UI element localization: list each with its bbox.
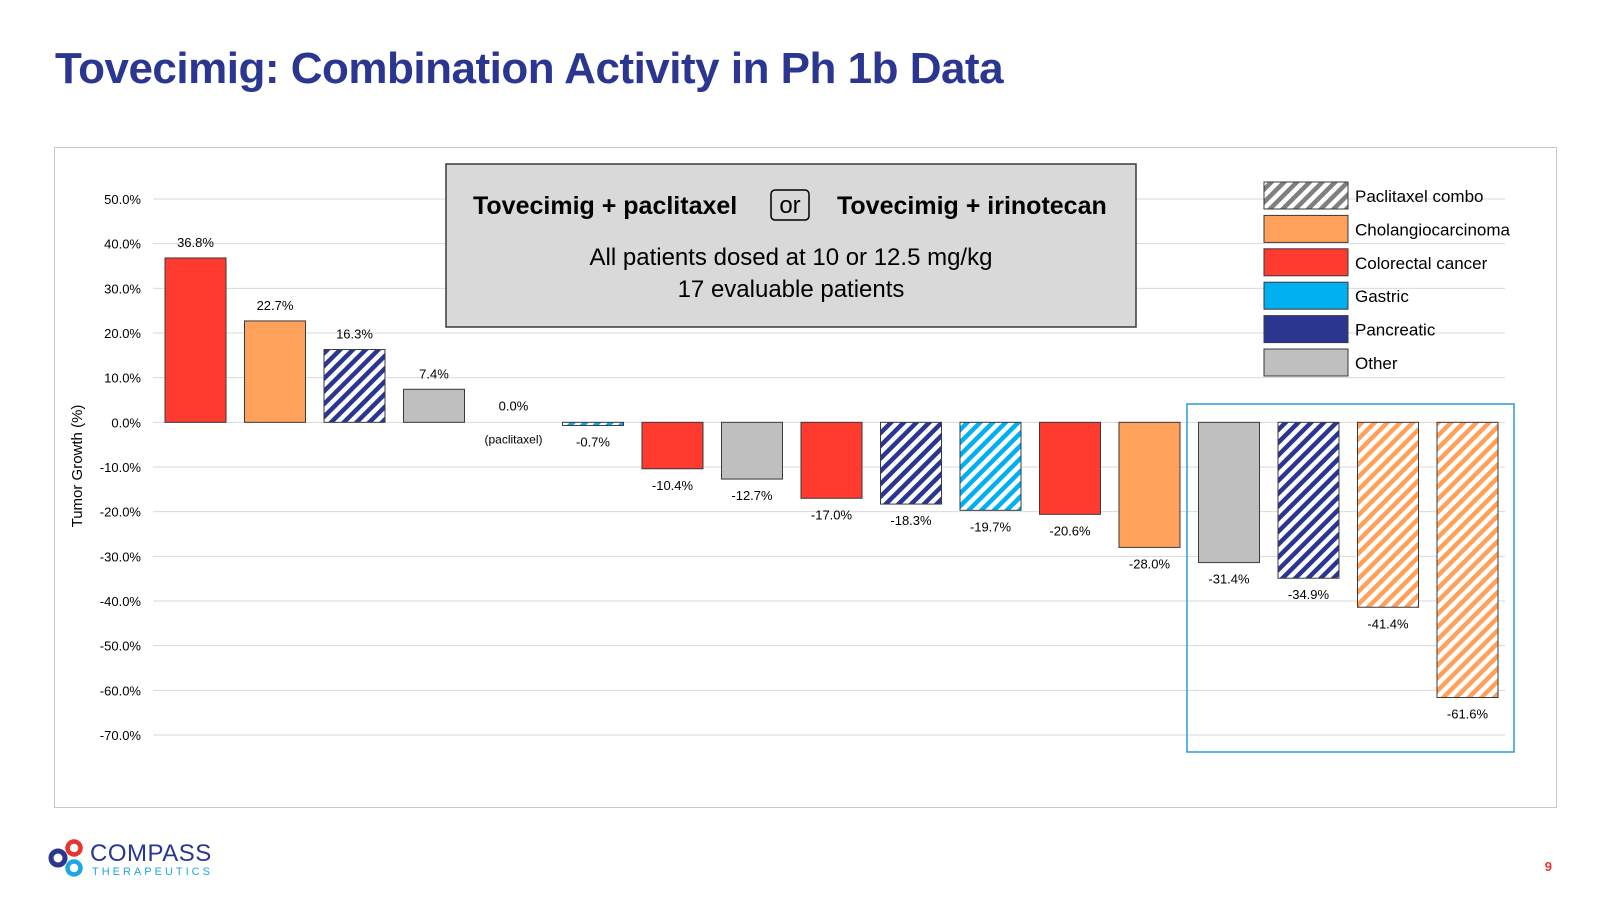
logo-wordmark: COMPASS (90, 840, 212, 867)
data-label-6: -0.7% (576, 434, 610, 449)
legend-label-paclitaxel-combo: Paclitaxel combo (1355, 187, 1484, 206)
y-tick-label: -70.0% (100, 728, 142, 743)
bar-1 (164, 257, 227, 423)
waterfall-chart: 50.0% 40.0% 30.0% 20.0% 10.0% 0.0% -10.0% -20.0… (69, 163, 1515, 753)
data-label-11: -19.7% (970, 519, 1012, 534)
data-label-2: 22.7% (257, 298, 294, 313)
data-label-5: 0.0% (499, 398, 529, 413)
bar-12 (1039, 421, 1101, 515)
bar-14 (1198, 421, 1260, 564)
data-labels: 36.8% 22.7% 16.3% 7.4% 0.0% -0.7% -10.4% -12.7%… (177, 235, 1488, 722)
y-tick-label: 50.0% (104, 192, 141, 207)
bar-6 (562, 421, 624, 426)
y-tick-label: 40.0% (104, 237, 141, 252)
legend: Paclitaxel combo Cholangiocarcinoma Colore… (1263, 181, 1511, 377)
legend-swatch-paclitaxel-combo (1263, 181, 1349, 210)
data-label-12: -20.6% (1049, 523, 1091, 538)
data-label-4: 7.4% (419, 366, 449, 381)
bar-16 (1357, 421, 1419, 608)
data-label-3: 16.3% (336, 327, 373, 342)
data-label-14: -31.4% (1208, 572, 1250, 587)
highlight-box (1186, 403, 1515, 753)
y-tick-label: 0.0% (111, 415, 141, 430)
or-box (770, 189, 810, 221)
bar-3 (323, 349, 386, 423)
chart-frame: 50.0% 40.0% 30.0% 20.0% 10.0% 0.0% -10.0% -20.0… (54, 147, 1557, 808)
bar-7 (641, 421, 704, 470)
info-left-label: Tovecimig + paclitaxel (473, 192, 737, 220)
data-label-10: -18.3% (890, 513, 932, 528)
y-tick-label: -40.0% (100, 594, 142, 609)
company-logo: COMPASS THERAPEUTICS (48, 838, 223, 882)
info-line-1: All patients dosed at 10 or 12.5 mg/kg (590, 244, 993, 271)
y-tick-label: 10.0% (104, 371, 141, 386)
info-box: Tovecimig + paclitaxel or Tovecimig + ir… (445, 163, 1137, 328)
y-tick-label: 30.0% (104, 281, 141, 296)
data-label-16: -41.4% (1367, 616, 1409, 631)
legend-label-gastric: Gastric (1355, 287, 1409, 306)
legend-label-cholangiocarcinoma: Cholangiocarcinoma (1355, 220, 1511, 239)
paclitaxel-annotation: (paclitaxel) (484, 432, 542, 446)
data-label-17: -61.6% (1447, 706, 1489, 721)
legend-swatch-cholangiocarcinoma (1263, 214, 1349, 243)
y-tick-label: -10.0% (100, 460, 142, 475)
y-tick-label: -20.0% (100, 505, 142, 520)
slide-title: Tovecimig: Combination Activity in Ph 1b… (55, 44, 1004, 93)
logo-tagline: THERAPEUTICS (92, 866, 213, 878)
bar-2 (244, 320, 306, 423)
data-label-1: 36.8% (177, 235, 214, 250)
info-right-label: Tovecimig + irinotecan (837, 192, 1107, 220)
page-number: 9 (1544, 859, 1552, 874)
y-tick-label: -50.0% (100, 639, 142, 654)
info-line-2: 17 evaluable patients (678, 276, 905, 303)
legend-swatch-other (1263, 348, 1349, 377)
bar-8 (721, 421, 783, 480)
data-label-9: -17.0% (811, 507, 853, 522)
data-label-7: -10.4% (652, 478, 694, 493)
info-or-label: or (779, 192, 800, 219)
logo-mark-icon (48, 839, 83, 877)
data-label-15: -34.9% (1288, 587, 1330, 602)
legend-label-other: Other (1355, 354, 1398, 373)
legend-swatch-gastric (1263, 281, 1349, 310)
legend-label-colorectal-cancer: Colorectal cancer (1355, 254, 1488, 273)
y-tick-label: 20.0% (104, 326, 141, 341)
bars (164, 257, 1499, 698)
data-label-8: -12.7% (731, 488, 773, 503)
legend-label-pancreatic: Pancreatic (1355, 321, 1436, 340)
data-label-13: -28.0% (1129, 556, 1171, 571)
bar-10 (880, 421, 942, 505)
y-axis-ticks: 50.0% 40.0% 30.0% 20.0% 10.0% 0.0% -10.0% -20.0… (100, 192, 142, 743)
bar-11 (959, 421, 1022, 511)
y-tick-label: -30.0% (100, 549, 142, 564)
bar-15 (1277, 421, 1340, 579)
legend-swatch-colorectal-cancer (1263, 248, 1349, 277)
y-axis-label: Tumor Growth (%) (69, 405, 86, 528)
legend-swatch-pancreatic (1263, 315, 1349, 344)
bar-4 (403, 388, 465, 423)
bar-9 (800, 421, 863, 499)
bar-13 (1118, 421, 1181, 548)
y-tick-label: -60.0% (100, 683, 142, 698)
bar-17 (1436, 421, 1499, 698)
